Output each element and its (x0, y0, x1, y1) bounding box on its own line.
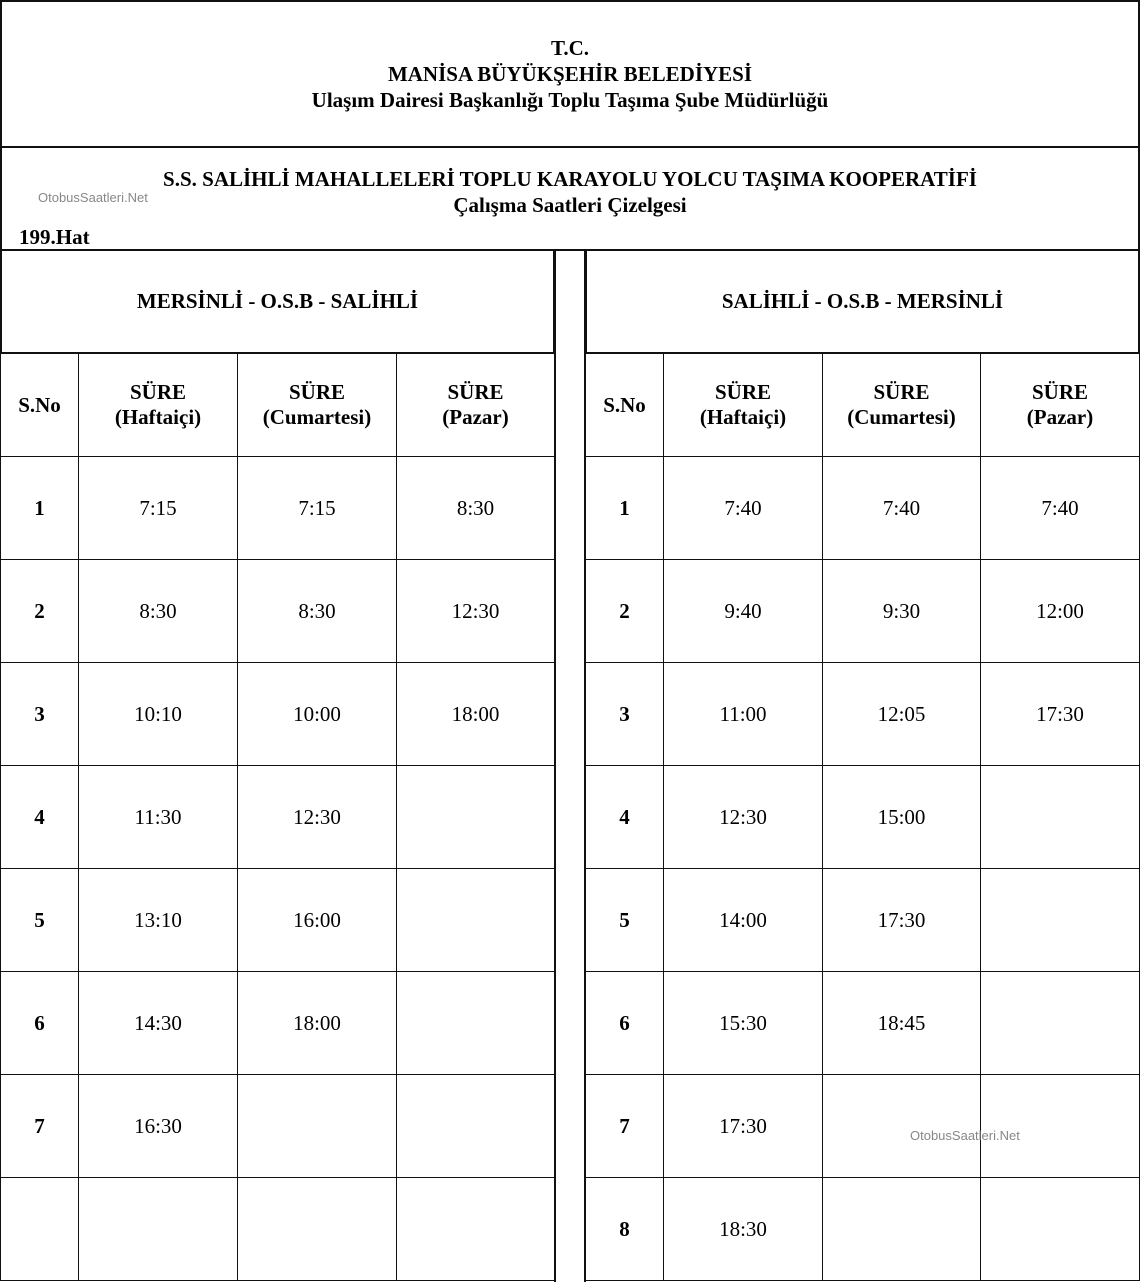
column-header: SÜRE (Pazar) (396, 353, 555, 457)
row-number: 3 (585, 662, 664, 766)
departure-time: 8:30 (396, 456, 555, 560)
row-number: 2 (0, 559, 79, 663)
departure-time: 12:05 (822, 662, 981, 766)
departure-time: 18:00 (396, 662, 555, 766)
departure-time: 16:00 (237, 868, 397, 972)
departure-time: 12:30 (237, 765, 397, 869)
row-number: 7 (585, 1074, 664, 1178)
departure-time: 10:10 (78, 662, 238, 766)
departure-time (980, 1074, 1140, 1178)
watermark-2: OtobusSaatleri.Net (910, 1128, 1020, 1143)
header-line1: T.C. (550, 36, 590, 60)
departure-time: 16:30 (78, 1074, 238, 1178)
departure-time: 17:30 (663, 1074, 823, 1178)
row-number: 6 (0, 971, 79, 1075)
departure-time: 18:00 (237, 971, 397, 1075)
row-number: 5 (585, 868, 664, 972)
departure-time: 8:30 (78, 559, 238, 663)
departure-time: 14:00 (663, 868, 823, 972)
departure-time: 12:30 (396, 559, 555, 663)
departure-time: 7:15 (237, 456, 397, 560)
departure-time: 18:45 (822, 971, 981, 1075)
departure-time: 13:10 (78, 868, 238, 972)
cooperative-header: S.S. SALİHLİ MAHALLELERİ TOPLU KARAYOLU … (0, 146, 1140, 251)
row-number: 7 (0, 1074, 79, 1178)
departure-time (980, 868, 1140, 972)
departure-time (78, 1177, 238, 1281)
departure-time: 9:40 (663, 559, 823, 663)
departure-time: 10:00 (237, 662, 397, 766)
departure-time: 12:00 (980, 559, 1140, 663)
row-number: 8 (585, 1177, 664, 1281)
column-header: S.No (0, 353, 79, 457)
header-line2: MANİSA BÜYÜKŞEHİR BELEDİYESİ (387, 62, 753, 86)
row-number: 1 (0, 456, 79, 560)
column-header: SÜRE (Cumartesi) (822, 353, 981, 457)
departure-time (980, 1177, 1140, 1281)
departure-time (396, 1177, 555, 1281)
header-line3: Ulaşım Dairesi Başkanlığı Toplu Taşıma Ş… (311, 88, 829, 112)
departure-time: 17:30 (980, 662, 1140, 766)
departure-time (396, 765, 555, 869)
row-number: 2 (585, 559, 664, 663)
institution-header: T.C. MANİSA BÜYÜKŞEHİR BELEDİYESİ Ulaşım… (0, 0, 1140, 148)
departure-time: 11:00 (663, 662, 823, 766)
departure-time: 15:00 (822, 765, 981, 869)
row-number: 6 (585, 971, 664, 1075)
column-header: SÜRE (Cumartesi) (237, 353, 397, 457)
column-header: SÜRE (Pazar) (980, 353, 1140, 457)
row-number: 1 (585, 456, 664, 560)
direction-title: SALİHLİ - O.S.B - MERSİNLİ (585, 249, 1140, 354)
column-gap (554, 249, 586, 1282)
column-header: SÜRE (Haftaiçi) (663, 353, 823, 457)
departure-time: 7:40 (663, 456, 823, 560)
column-header: S.No (585, 353, 664, 457)
departure-time: 9:30 (822, 559, 981, 663)
departure-time: 8:30 (237, 559, 397, 663)
route-number: 199.Hat (19, 225, 90, 249)
departure-time (980, 765, 1140, 869)
departure-time (396, 971, 555, 1075)
row-number: 4 (585, 765, 664, 869)
column-header: SÜRE (Haftaiçi) (78, 353, 238, 457)
row-number (0, 1177, 79, 1281)
departure-time: 7:40 (980, 456, 1140, 560)
departure-time (980, 971, 1140, 1075)
cooperative-name: S.S. SALİHLİ MAHALLELERİ TOPLU KARAYOLU … (163, 166, 977, 191)
departure-time (237, 1074, 397, 1178)
watermark: OtobusSaatleri.Net (38, 190, 148, 205)
departure-time (822, 1177, 981, 1281)
departure-time: 7:15 (78, 456, 238, 560)
departure-time: 7:40 (822, 456, 981, 560)
row-number: 3 (0, 662, 79, 766)
departure-time: 11:30 (78, 765, 238, 869)
departure-time (822, 1074, 981, 1178)
row-number: 5 (0, 868, 79, 972)
direction-title: MERSİNLİ - O.S.B - SALİHLİ (0, 249, 555, 354)
row-number: 4 (0, 765, 79, 869)
departure-time (237, 1177, 397, 1281)
departure-time (396, 1074, 555, 1178)
departure-time: 18:30 (663, 1177, 823, 1281)
departure-time: 14:30 (78, 971, 238, 1075)
departure-time: 15:30 (663, 971, 823, 1075)
departure-time: 17:30 (822, 868, 981, 972)
departure-time: 12:30 (663, 765, 823, 869)
schedule-title: Çalışma Saatleri Çizelgesi (453, 192, 687, 217)
departure-time (396, 868, 555, 972)
